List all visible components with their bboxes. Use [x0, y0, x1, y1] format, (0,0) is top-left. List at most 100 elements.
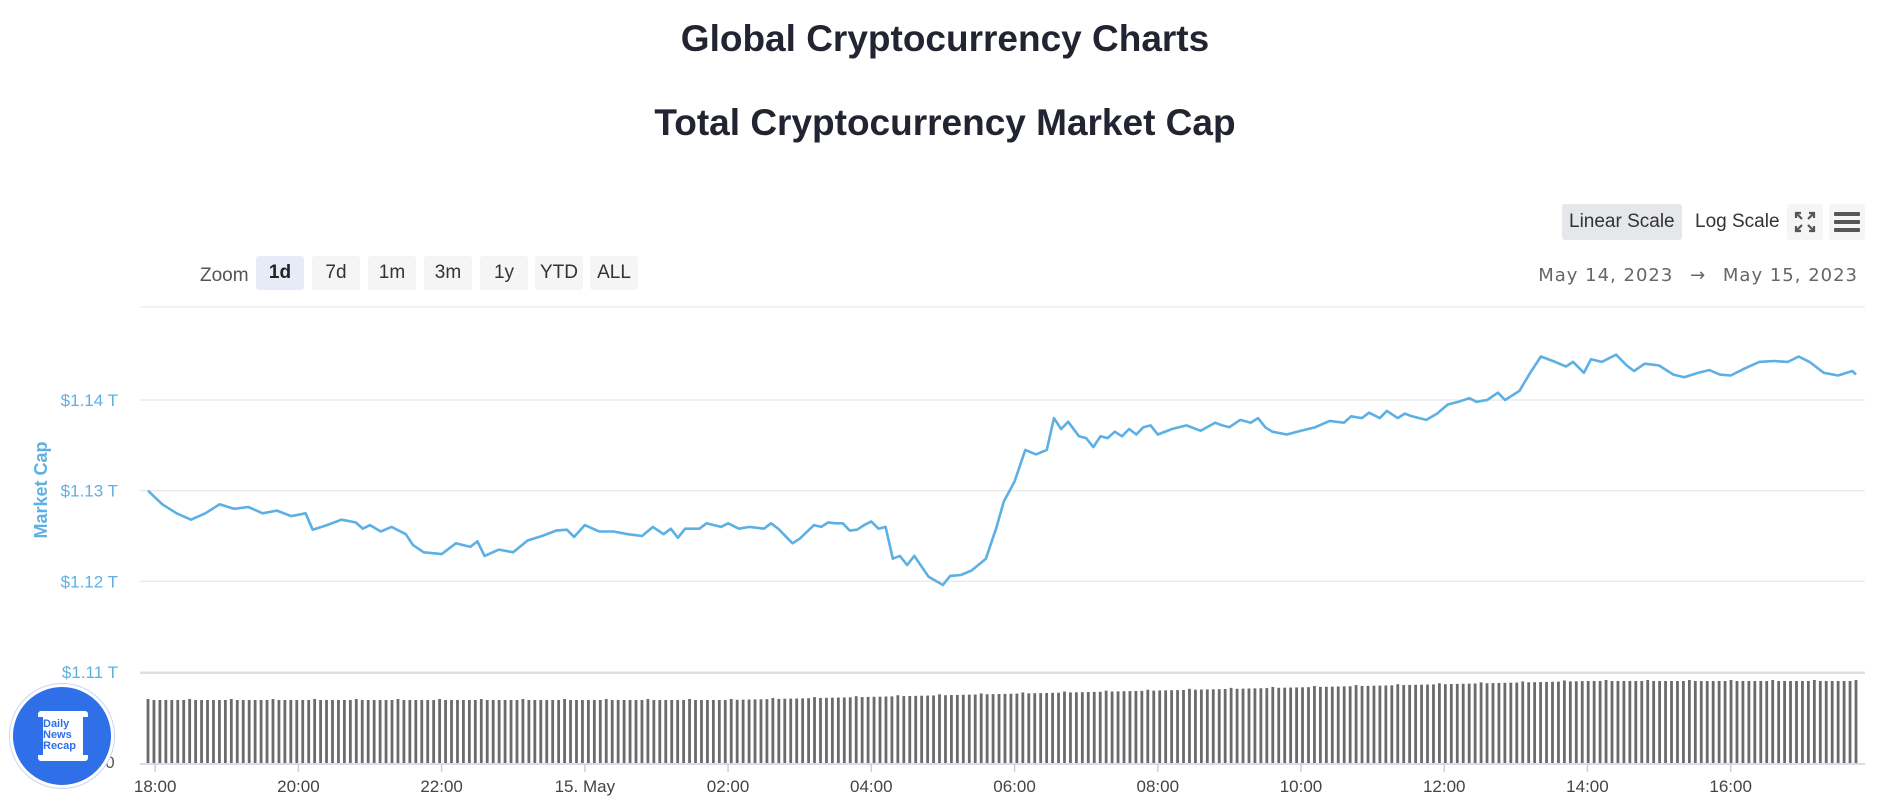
volume-bar: [1318, 686, 1322, 763]
x-tick-label: 16:00: [1709, 777, 1752, 796]
volume-bar: [646, 699, 650, 763]
volume-bar: [825, 697, 828, 763]
volume-bar: [569, 700, 572, 763]
volume-bar: [640, 700, 644, 763]
volume-bar: [890, 696, 894, 763]
volume-bar: [997, 694, 1001, 763]
volume-bar: [206, 700, 209, 763]
volume-bar: [854, 696, 858, 763]
volume-bar: [1176, 690, 1179, 763]
volume-bar: [527, 700, 531, 763]
volume-bar: [229, 699, 233, 763]
volume-bar: [884, 696, 888, 763]
volume-bar: [610, 700, 614, 763]
menu-button[interactable]: [1829, 204, 1865, 240]
volume-bar: [1348, 686, 1352, 763]
daily-news-recap-badge[interactable]: Daily News Recap: [10, 684, 114, 788]
volume-bar: [1146, 689, 1150, 763]
volume-bar: [1634, 681, 1638, 763]
volume-bar: [664, 700, 668, 763]
volume-bar: [164, 700, 168, 763]
volume-bar: [777, 698, 781, 763]
volume-bar: [491, 700, 495, 763]
market-cap-line[interactable]: [147, 353, 1857, 587]
volume-bar: [259, 700, 263, 763]
volume-bar: [783, 698, 787, 763]
volume-bar: [545, 700, 549, 763]
zoom-all-button[interactable]: ALL: [590, 256, 638, 290]
menu-icon: [1834, 212, 1860, 232]
volume-bar: [319, 700, 322, 763]
volume-bar: [247, 700, 251, 763]
volume-bar: [218, 700, 221, 763]
volume-bar: [795, 698, 799, 763]
x-tick-label: 22:00: [420, 777, 463, 796]
volume-bar: [1461, 683, 1465, 763]
volume-bar: [241, 700, 245, 763]
volume-bar: [1354, 685, 1358, 763]
volume-bar: [1390, 685, 1394, 763]
volume-bar: [1836, 681, 1840, 763]
volume-bar: [325, 700, 328, 763]
volume-bar: [908, 695, 912, 763]
zoom-1m-button[interactable]: 1m: [368, 256, 416, 290]
volume-bar: [1259, 688, 1263, 763]
volume-bar: [1342, 686, 1346, 763]
volume-bar: [1622, 681, 1626, 763]
volume-bar: [182, 700, 186, 763]
volume-bar: [1848, 681, 1852, 763]
volume-bar: [866, 696, 870, 763]
volume-bar: [872, 696, 876, 763]
volume-bar: [1366, 685, 1370, 763]
zoom-1d-button[interactable]: 1d: [256, 256, 304, 290]
volume-bar: [1467, 683, 1471, 763]
linear-scale-button[interactable]: Linear Scale: [1562, 204, 1682, 240]
volume-bar: [1539, 682, 1542, 763]
volume-bar: [1199, 689, 1203, 763]
y-axis-label: Market Cap: [31, 441, 51, 538]
volume-bar: [563, 699, 566, 763]
zoom-ytd-button[interactable]: YTD: [535, 256, 583, 290]
volume-bar: [509, 700, 513, 763]
volume-bar: [337, 700, 340, 763]
volume-bar: [497, 700, 501, 763]
volume-bar: [1604, 680, 1608, 763]
volume-bar: [533, 700, 537, 763]
zoom-7d-button[interactable]: 7d: [312, 256, 360, 290]
zoom-1y-button[interactable]: 1y: [480, 256, 528, 290]
volume-bar: [860, 697, 864, 763]
volume-bar: [1842, 681, 1846, 763]
y-axis-ticks: $1.11 T $1.12 T $1.13 T $1.14 T: [61, 391, 118, 682]
range-to-input[interactable]: May 15, 2023: [1722, 265, 1858, 286]
volume-bar: [1557, 681, 1560, 763]
volume-bar: [1747, 681, 1751, 763]
volume-bar: [813, 697, 816, 763]
volume-bar: [628, 700, 632, 763]
volume-bar: [1116, 691, 1120, 763]
y-tick-label: $1.14 T: [61, 391, 118, 410]
volume-bar: [331, 700, 334, 763]
volume-bar: [432, 700, 436, 763]
log-scale-button[interactable]: Log Scale: [1695, 211, 1780, 232]
volume-bar: [694, 700, 697, 763]
volume-bar: [146, 699, 150, 763]
volume-bar: [1360, 685, 1364, 763]
volume-bar: [1247, 688, 1251, 763]
volume-bar: [1092, 691, 1096, 763]
volume-bar: [1759, 681, 1763, 763]
fullscreen-button[interactable]: [1787, 204, 1823, 240]
volume-bar: [1711, 681, 1715, 763]
volume-bar: [1271, 686, 1275, 763]
volume-bar: [1378, 685, 1382, 763]
volume-bar: [283, 700, 287, 763]
volume-bar: [1443, 684, 1447, 763]
volume-bar: [1777, 681, 1781, 763]
volume-bar: [438, 699, 442, 763]
range-from-input[interactable]: May 14, 2023: [1538, 265, 1674, 286]
volume-bar: [1241, 688, 1245, 763]
volume-bar: [592, 700, 596, 763]
volume-bar: [479, 699, 483, 763]
zoom-3m-button[interactable]: 3m: [424, 256, 472, 290]
volume-bar: [1021, 692, 1025, 763]
